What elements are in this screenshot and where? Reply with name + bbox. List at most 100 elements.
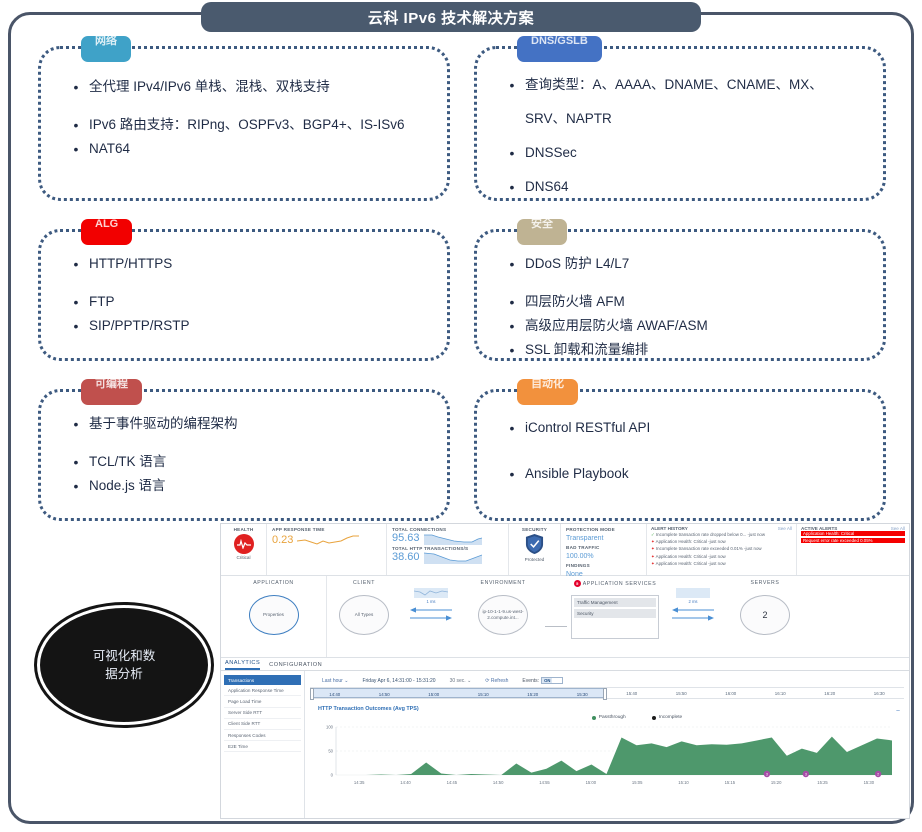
feature-box-alg-header: ALG xyxy=(81,219,133,245)
client-link-sparkline xyxy=(414,588,448,598)
list-item: • SRV、NAPTR xyxy=(525,111,612,126)
app-services-box: Traffic Management Security xyxy=(571,595,659,639)
timeline-strip[interactable]: 14:40 14:50 15:00 15:10 15:20 15:30 15:4… xyxy=(310,687,904,700)
server-latency: 2 ms xyxy=(688,599,698,604)
total-connections-value: 95.63 xyxy=(392,532,420,544)
svg-text:14:35: 14:35 xyxy=(354,780,365,785)
svg-text:15:20: 15:20 xyxy=(771,780,782,785)
list-item: • HTTP/HTTPS xyxy=(63,254,433,274)
findings-value: None xyxy=(566,571,583,578)
timeline-tick: 15:30 xyxy=(576,692,588,697)
bullet-icon: • xyxy=(509,318,515,334)
dashboard-kpi-row: HEALTH Critical APP RESPONSE TIME 0.23 xyxy=(221,524,909,578)
sidebar-item-application-response-time[interactable]: Application Response Time xyxy=(224,685,301,697)
collapse-icon[interactable]: − xyxy=(895,708,900,715)
refresh-button[interactable]: ⟳ Refresh xyxy=(485,677,509,684)
health-status: Critical xyxy=(236,555,251,560)
alert-history-item: ✦ Incomplete transaction rate exceeded 0… xyxy=(651,546,762,552)
health-critical-icon xyxy=(233,534,254,554)
svg-text:15:25: 15:25 xyxy=(817,780,828,785)
flow-application-services: 5 APPLICATION SERVICES Traffic Managemen… xyxy=(567,576,663,657)
spacer xyxy=(499,278,869,292)
timeline-handle-left[interactable] xyxy=(310,688,314,700)
bullet-icon: • xyxy=(73,117,79,133)
events-state: ON xyxy=(542,678,553,683)
active-alerts-panel: ACTIVE ALERTS See All Application Health… xyxy=(797,524,909,575)
analytics-sidebar: Transactions Application Response Time P… xyxy=(221,671,305,818)
client-latency: 1 ms xyxy=(426,599,436,604)
active-alert-item[interactable]: Application Health: Critical xyxy=(801,531,905,536)
active-alert-item[interactable]: Request error rate exceeded 0.05% xyxy=(801,537,905,543)
interval-dropdown[interactable]: 30 sec. ⌄ xyxy=(449,677,472,684)
tab-analytics[interactable]: ANALYTICS xyxy=(225,660,261,670)
active-alerts-header: ACTIVE ALERTS See All xyxy=(801,526,905,531)
svg-text:2: 2 xyxy=(877,773,879,777)
alert-dot-icon: ✦ xyxy=(651,539,655,545)
servers-node[interactable]: 2 xyxy=(740,595,790,635)
client-arrows xyxy=(401,606,461,622)
sidebar-item-page-load-time[interactable]: Page Load Time xyxy=(224,696,301,708)
list-item: • FTP xyxy=(63,292,433,312)
bullet-icon: • xyxy=(73,79,79,95)
timeline-remainder[interactable]: 15:40 15:50 16:00 16:10 16:20 16:30 xyxy=(607,688,904,698)
chart-card: − Passthrough Incomplete 0 50 100 14:35 14:4… xyxy=(310,708,904,789)
list-item: • Node.js 语言 xyxy=(63,476,433,496)
events-switch[interactable]: ON xyxy=(541,677,564,684)
analytics-body: Transactions Application Response Time P… xyxy=(221,671,909,818)
range-preset-dropdown[interactable]: Last hour ⌄ xyxy=(322,677,349,684)
page-title: 云科 IPv6 技术解决方案 xyxy=(201,2,701,32)
bad-traffic-label: BAD TRAFFIC xyxy=(566,545,600,550)
security-label: SECURITY xyxy=(521,527,548,532)
shield-protected-icon xyxy=(525,534,544,554)
server-link-sparkline xyxy=(676,588,710,598)
svg-text:50: 50 xyxy=(328,749,333,754)
timeline-tick: 14:50 xyxy=(378,692,390,697)
f5-logo-icon: 5 xyxy=(573,580,581,587)
feature-box-programmability-header: 可编程 xyxy=(81,379,142,405)
timeline-handle-right[interactable] xyxy=(603,688,607,700)
environment-node[interactable]: ip-10-1-1-9.us-west-2.compute.int... xyxy=(478,595,528,635)
feature-box-alg: ALG • HTTP/HTTPS • FTP • SIP/PPTP/RSTP xyxy=(38,219,450,361)
protection-mode-label: PROTECTION MODE xyxy=(566,527,615,532)
list-item: • SSL 卸载和流量编排 xyxy=(499,340,869,360)
events-toggle[interactable]: Events: ON xyxy=(522,677,564,684)
sidebar-item-client-side-rtt[interactable]: Client Side RTT xyxy=(224,719,301,730)
timeline-tick: 15:10 xyxy=(477,692,489,697)
timeline-tick: 16:10 xyxy=(774,691,786,696)
app-service-item[interactable]: Security xyxy=(574,609,656,618)
dashboard-tabs: ANALYTICS CONFIGURATION xyxy=(221,658,909,671)
bullet-icon: • xyxy=(509,466,515,482)
sidebar-item-transactions[interactable]: Transactions xyxy=(224,675,301,686)
alert-history-see-all[interactable]: See All xyxy=(777,526,792,531)
timeline-selection[interactable]: 14:40 14:50 15:00 15:10 15:20 15:30 xyxy=(310,688,607,700)
app-service-item[interactable]: Traffic Management xyxy=(574,598,656,607)
sidebar-item-responses-codes[interactable]: Responses Codes xyxy=(224,730,301,742)
feature-box-dns-gslb: DNS/GSLB • 查询类型：A、AAAA、DNAME、CNAME、MX、 •… xyxy=(474,36,886,201)
feature-box-automation: 自动化 • iControl RESTful API • Ansible Pla… xyxy=(474,379,886,521)
active-alerts-see-all[interactable]: See All xyxy=(890,526,905,531)
app-response-label: APP RESPONSE TIME xyxy=(272,527,325,532)
timeline-tick: 15:20 xyxy=(527,692,539,697)
client-node[interactable]: All Types xyxy=(339,595,389,635)
sidebar-item-e2e-time[interactable]: E2E Time xyxy=(224,741,301,753)
legend-item-incomplete[interactable]: Incomplete xyxy=(651,715,682,720)
tab-configuration[interactable]: CONFIGURATION xyxy=(269,662,323,668)
alert-history-item: ✓ Incomplete transaction rate dropped be… xyxy=(651,532,766,537)
application-node[interactable]: Properties xyxy=(248,595,299,635)
sidebar-item-server-side-rtt[interactable]: Server Side RTT xyxy=(224,708,301,719)
services-servers-link: 2 ms xyxy=(663,576,723,657)
alert-history-panel: ALERT HISTORY See All ✓ Incomplete trans… xyxy=(647,524,797,575)
list-item: • 全代理 IPv4/IPv6 单栈、混栈、双栈支持 xyxy=(63,77,433,97)
http-transaction-outcomes-chart: 0 50 100 14:35 14:40 14:45 14:50 14:55 15:00 15:0… xyxy=(326,725,892,785)
legend-item-passthrough[interactable]: Passthrough xyxy=(591,715,626,720)
connections-kpi: TOTAL CONNECTIONS 95.63 TOTAL HTTP TRANS… xyxy=(387,524,509,575)
bullet-icon: • xyxy=(73,294,79,310)
connections-sparkline xyxy=(423,534,482,545)
alert-history-item: ✦ Application Health: Critical -just now xyxy=(651,539,726,545)
total-connections-label: TOTAL CONNECTIONS xyxy=(392,527,447,532)
svg-text:100: 100 xyxy=(326,725,334,730)
flow-servers: SERVERS 2 xyxy=(723,576,807,657)
health-kpi: HEALTH Critical xyxy=(221,524,267,575)
bullet-icon: • xyxy=(73,318,79,334)
active-alerts-title: ACTIVE ALERTS xyxy=(801,526,838,531)
